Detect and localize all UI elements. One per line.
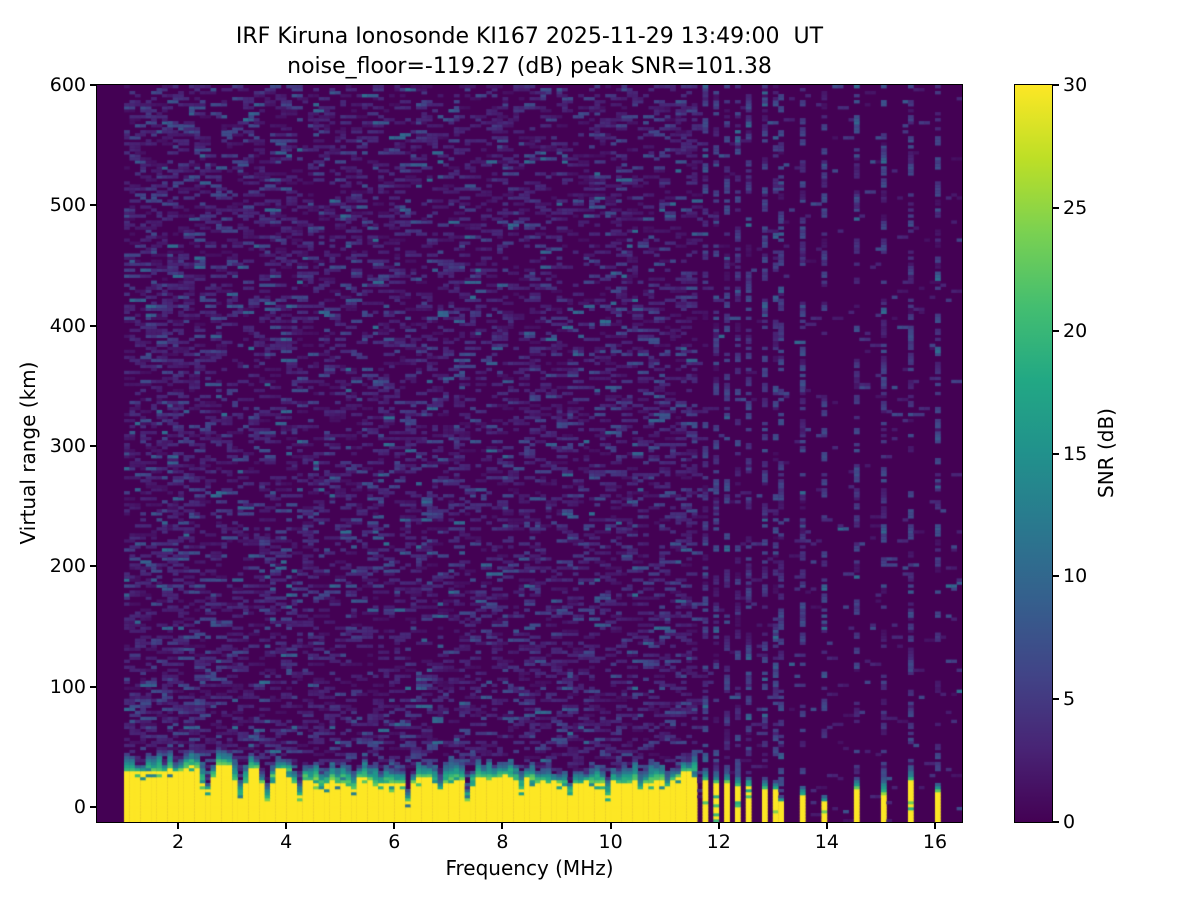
colorbar: [1014, 84, 1053, 823]
y-tick-label: 200: [49, 555, 86, 578]
x-tick-mark: [717, 823, 720, 829]
colorbar-tick-label: 15: [1063, 442, 1088, 465]
x-tick-mark: [501, 823, 504, 829]
y-tick-label: 0: [73, 795, 86, 818]
colorbar-label: SNR (dB): [1094, 408, 1118, 498]
colorbar-tick-mark: [1053, 452, 1059, 455]
x-tick-mark: [393, 823, 396, 829]
colorbar-tick-mark: [1053, 698, 1059, 701]
colorbar-tick-mark: [1053, 206, 1059, 209]
x-tick-mark: [609, 823, 612, 829]
colorbar-tick-mark: [1053, 84, 1059, 86]
colorbar-tick-mark: [1053, 821, 1059, 823]
y-tick-label: 400: [49, 314, 86, 337]
chart-title: IRF Kiruna Ionosonde KI167 2025-11-29 13…: [235, 24, 824, 49]
colorbar-tick-label: 25: [1063, 196, 1088, 219]
y-tick-mark: [90, 565, 96, 568]
ionogram-heatmap: [97, 85, 962, 822]
x-axis-label: Frequency (MHz): [445, 856, 614, 880]
colorbar-tick-label: 5: [1063, 688, 1076, 711]
y-axis-label: Virtual range (km): [16, 361, 40, 545]
x-tick-mark: [825, 823, 828, 829]
colorbar-tick-label: 20: [1063, 319, 1088, 342]
colorbar-tick-label: 0: [1063, 811, 1076, 833]
colorbar-tick-label: 30: [1063, 74, 1088, 96]
y-tick-label: 100: [49, 675, 86, 698]
x-tick-mark: [177, 823, 180, 829]
plot-area: [96, 84, 963, 823]
x-tick-label: 2: [172, 831, 185, 853]
x-tick-label: 10: [598, 831, 623, 853]
x-tick-label: 4: [280, 831, 293, 853]
x-tick-label: 14: [814, 831, 839, 853]
x-tick-mark: [285, 823, 288, 829]
y-tick-label: 500: [49, 194, 86, 217]
x-tick-mark: [933, 823, 936, 829]
y-tick-label: 600: [49, 74, 86, 96]
y-tick-label: 300: [49, 434, 86, 457]
x-tick-label: 12: [706, 831, 731, 853]
x-tick-label: 16: [922, 831, 948, 853]
y-tick-mark: [90, 84, 96, 86]
x-tick-label: 8: [496, 831, 509, 853]
y-tick-mark: [90, 805, 96, 808]
y-tick-mark: [90, 324, 96, 327]
y-tick-mark: [90, 685, 96, 688]
colorbar-tick-label: 10: [1063, 565, 1088, 588]
chart-subtitle: noise_floor=-119.27 (dB) peak SNR=101.38: [287, 54, 772, 79]
y-tick-mark: [90, 204, 96, 207]
y-tick-mark: [90, 444, 96, 447]
x-tick-label: 6: [388, 831, 401, 853]
colorbar-tick-mark: [1053, 575, 1059, 578]
colorbar-tick-mark: [1053, 329, 1059, 332]
